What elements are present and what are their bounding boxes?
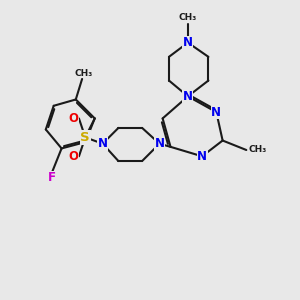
Text: N: N (183, 90, 193, 103)
Text: N: N (197, 150, 207, 163)
Text: CH₃: CH₃ (249, 146, 267, 154)
Text: CH₃: CH₃ (75, 69, 93, 78)
Text: S: S (80, 131, 90, 144)
Text: CH₃: CH₃ (179, 14, 197, 22)
Text: N: N (154, 137, 164, 150)
Text: F: F (48, 171, 56, 184)
Text: N: N (211, 106, 221, 118)
Text: N: N (98, 137, 108, 150)
Text: O: O (68, 150, 78, 163)
Text: O: O (68, 112, 78, 125)
Text: N: N (183, 36, 193, 49)
